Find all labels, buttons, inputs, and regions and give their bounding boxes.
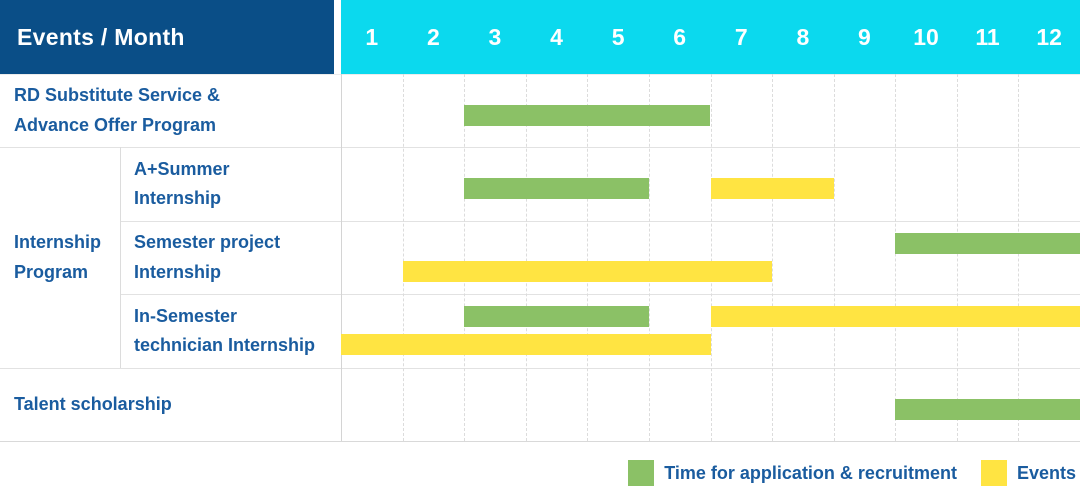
bar-green-m3-m5 bbox=[464, 178, 649, 199]
month-tick-3: 3 bbox=[488, 23, 502, 50]
month-tick-10: 10 bbox=[913, 23, 939, 50]
row-divider bbox=[120, 221, 1080, 222]
legend-item-events: Events bbox=[980, 460, 1076, 486]
row-divider bbox=[0, 74, 1080, 75]
events-month-header-cell: Events / Month bbox=[0, 0, 334, 74]
row-label-semester-project-internship: Semester project Internship bbox=[134, 232, 281, 282]
row-divider bbox=[0, 368, 1080, 369]
bar-green-m3-m5 bbox=[464, 306, 649, 327]
month-gridline bbox=[710, 74, 712, 441]
chart-area bbox=[341, 74, 1080, 441]
sub-column-divider bbox=[120, 147, 121, 368]
month-tick-2: 2 bbox=[426, 23, 440, 50]
month-tick-8: 8 bbox=[796, 23, 810, 50]
month-gridline bbox=[464, 74, 466, 441]
month-header: 1 2 3 4 5 6 7 8 9 10 11 12 bbox=[341, 0, 1080, 74]
bar-yellow-m7-m12 bbox=[710, 306, 1080, 327]
month-gridline bbox=[833, 74, 835, 441]
month-gridline bbox=[895, 74, 897, 441]
bar-yellow-m2-m7 bbox=[402, 261, 773, 282]
row-divider bbox=[120, 294, 1080, 295]
legend-label: Time for application & recruitment bbox=[664, 462, 957, 483]
bar-green-m10-m12 bbox=[895, 233, 1080, 254]
row-group-label-internship-program: Internship Program bbox=[14, 232, 102, 282]
month-tick-9: 9 bbox=[858, 23, 871, 50]
month-gridline bbox=[402, 74, 404, 441]
row-divider bbox=[0, 147, 1080, 148]
row-label-rd-substitute-service: RD Substitute Service & Advance Offer Pr… bbox=[14, 85, 221, 135]
bar-green-m3-m6 bbox=[464, 105, 711, 126]
month-tick-1: 1 bbox=[365, 23, 379, 50]
row-label-a-summer-internship: A+Summer Internship bbox=[134, 158, 230, 208]
month-tick-11: 11 bbox=[975, 23, 1000, 50]
bar-yellow-m1-m6 bbox=[341, 334, 711, 355]
month-gridline bbox=[772, 74, 774, 441]
legend: Time for application & recruitment Event… bbox=[628, 459, 1076, 487]
month-gridline bbox=[1018, 74, 1020, 441]
table-bottom-border bbox=[0, 441, 1080, 442]
month-tick-12: 12 bbox=[1036, 23, 1062, 50]
month-gridline bbox=[587, 74, 589, 441]
label-chart-divider bbox=[341, 74, 342, 441]
month-gridline bbox=[648, 74, 650, 441]
green-swatch-icon bbox=[628, 460, 655, 486]
month-gridline bbox=[525, 74, 527, 441]
month-tick-6: 6 bbox=[673, 23, 687, 50]
yellow-swatch-icon bbox=[980, 460, 1007, 486]
month-gridline bbox=[956, 74, 958, 441]
row-label-in-semester-technician-internship: In-Semester technician Internship bbox=[134, 305, 316, 355]
month-tick-5: 5 bbox=[611, 23, 625, 50]
legend-item-application-recruitment: Time for application & recruitment bbox=[628, 460, 957, 486]
bar-green-m10-m12 bbox=[895, 399, 1080, 420]
row-label-talent-scholarship: Talent scholarship bbox=[14, 393, 172, 414]
month-tick-7: 7 bbox=[734, 23, 748, 50]
bar-yellow-m7-m8 bbox=[710, 178, 834, 199]
legend-label: Events bbox=[1016, 462, 1076, 483]
month-tick-4: 4 bbox=[550, 23, 563, 50]
page-title: Events / Month bbox=[17, 23, 185, 50]
